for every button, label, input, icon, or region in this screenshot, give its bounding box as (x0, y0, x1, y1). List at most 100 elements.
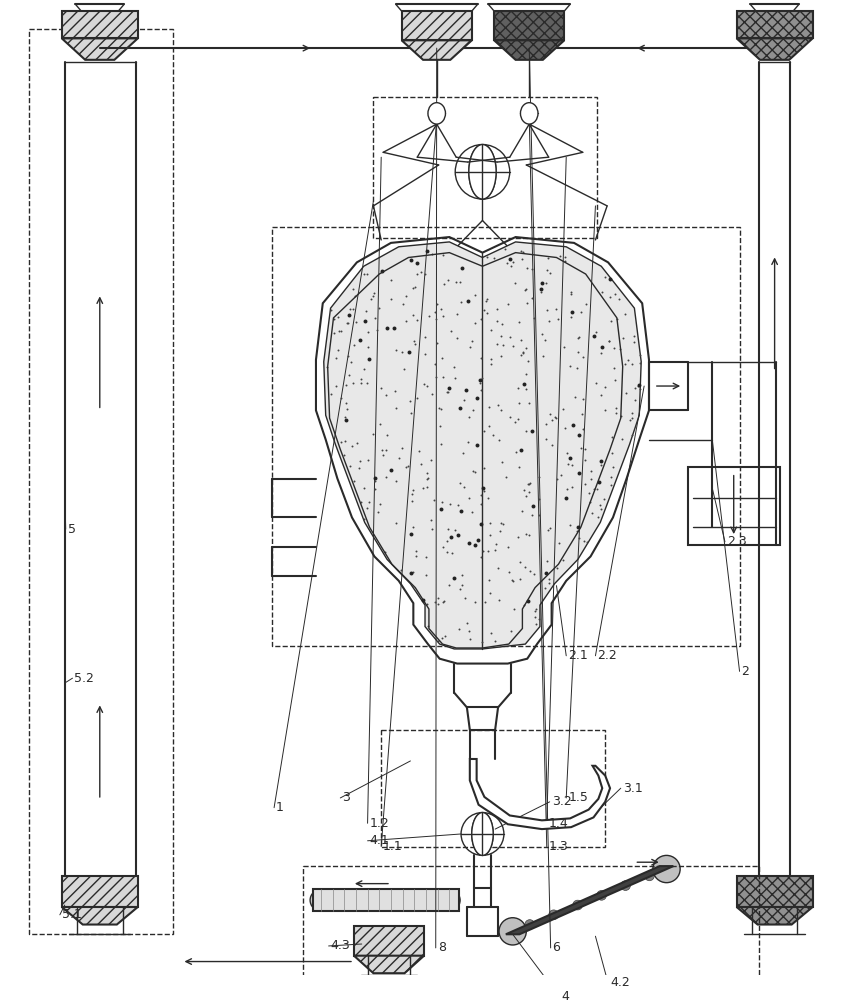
Point (455, 260, 469, 276)
Point (470, 437, 484, 453)
Bar (737, 876, 813, 907)
Point (607, 360, 620, 376)
Text: 2.1: 2.1 (568, 649, 588, 662)
Point (429, 594, 442, 610)
Point (354, 371, 368, 387)
Point (597, 491, 611, 507)
Point (495, 454, 509, 470)
Point (578, 452, 591, 468)
Point (565, 457, 579, 473)
Point (550, 410, 563, 426)
Point (572, 344, 585, 360)
Point (505, 572, 519, 588)
Point (507, 601, 521, 617)
Point (494, 402, 508, 418)
Point (513, 459, 527, 475)
Point (614, 408, 628, 424)
Point (558, 249, 572, 265)
Point (421, 471, 435, 487)
Point (552, 535, 566, 551)
Point (440, 272, 454, 288)
Point (467, 402, 481, 418)
Point (341, 348, 354, 364)
Point (427, 492, 440, 508)
Point (506, 254, 520, 270)
Point (473, 372, 486, 388)
Point (435, 630, 448, 646)
Point (431, 633, 445, 649)
Point (521, 476, 534, 492)
Point (357, 361, 371, 377)
Point (492, 560, 505, 576)
Point (514, 554, 527, 570)
Point (539, 431, 553, 447)
Point (489, 536, 503, 552)
Point (606, 459, 619, 475)
Point (430, 296, 444, 312)
Bar (401, 11, 472, 40)
Point (523, 475, 537, 491)
Point (424, 452, 438, 468)
Point (627, 328, 641, 344)
Point (448, 370, 462, 386)
Point (595, 501, 608, 517)
Point (480, 305, 493, 321)
Point (420, 378, 434, 394)
Point (368, 310, 382, 326)
Point (483, 399, 497, 415)
Text: 3.2: 3.2 (551, 795, 572, 808)
Point (379, 387, 393, 403)
Point (564, 286, 578, 302)
Point (520, 281, 533, 297)
Point (486, 427, 500, 443)
Point (455, 567, 469, 583)
Point (437, 247, 451, 263)
Point (576, 391, 590, 407)
Point (444, 323, 458, 339)
Point (521, 593, 535, 609)
Point (633, 355, 647, 371)
Point (436, 539, 450, 555)
Point (527, 498, 540, 514)
Point (495, 316, 509, 332)
Text: 1.5: 1.5 (568, 791, 588, 804)
Point (543, 265, 556, 281)
Bar (29, 29, 173, 934)
Point (436, 369, 450, 385)
Point (320, 359, 333, 375)
Point (550, 471, 564, 487)
Point (545, 437, 559, 453)
Circle shape (501, 929, 510, 939)
Point (435, 301, 448, 317)
Point (389, 515, 403, 531)
Point (579, 476, 592, 492)
Point (433, 418, 446, 434)
Point (598, 379, 612, 395)
Point (541, 522, 555, 538)
Point (435, 494, 449, 510)
Point (429, 304, 442, 320)
Text: 4.1: 4.1 (370, 834, 389, 847)
Point (576, 421, 590, 437)
Point (365, 291, 378, 307)
Point (532, 507, 545, 523)
Point (397, 361, 411, 377)
Bar (303, 866, 759, 988)
Point (435, 350, 449, 366)
Point (459, 382, 473, 398)
Point (475, 543, 489, 559)
Point (491, 301, 504, 317)
Point (420, 243, 434, 259)
Point (488, 542, 502, 558)
Point (584, 463, 598, 479)
Point (468, 537, 481, 553)
Point (556, 552, 569, 568)
Point (623, 412, 636, 428)
Text: 1.4: 1.4 (549, 817, 568, 830)
Point (332, 323, 346, 339)
Point (406, 307, 420, 323)
Point (558, 253, 572, 269)
Point (475, 382, 488, 398)
Point (453, 400, 467, 416)
Text: 2.3: 2.3 (727, 535, 746, 548)
